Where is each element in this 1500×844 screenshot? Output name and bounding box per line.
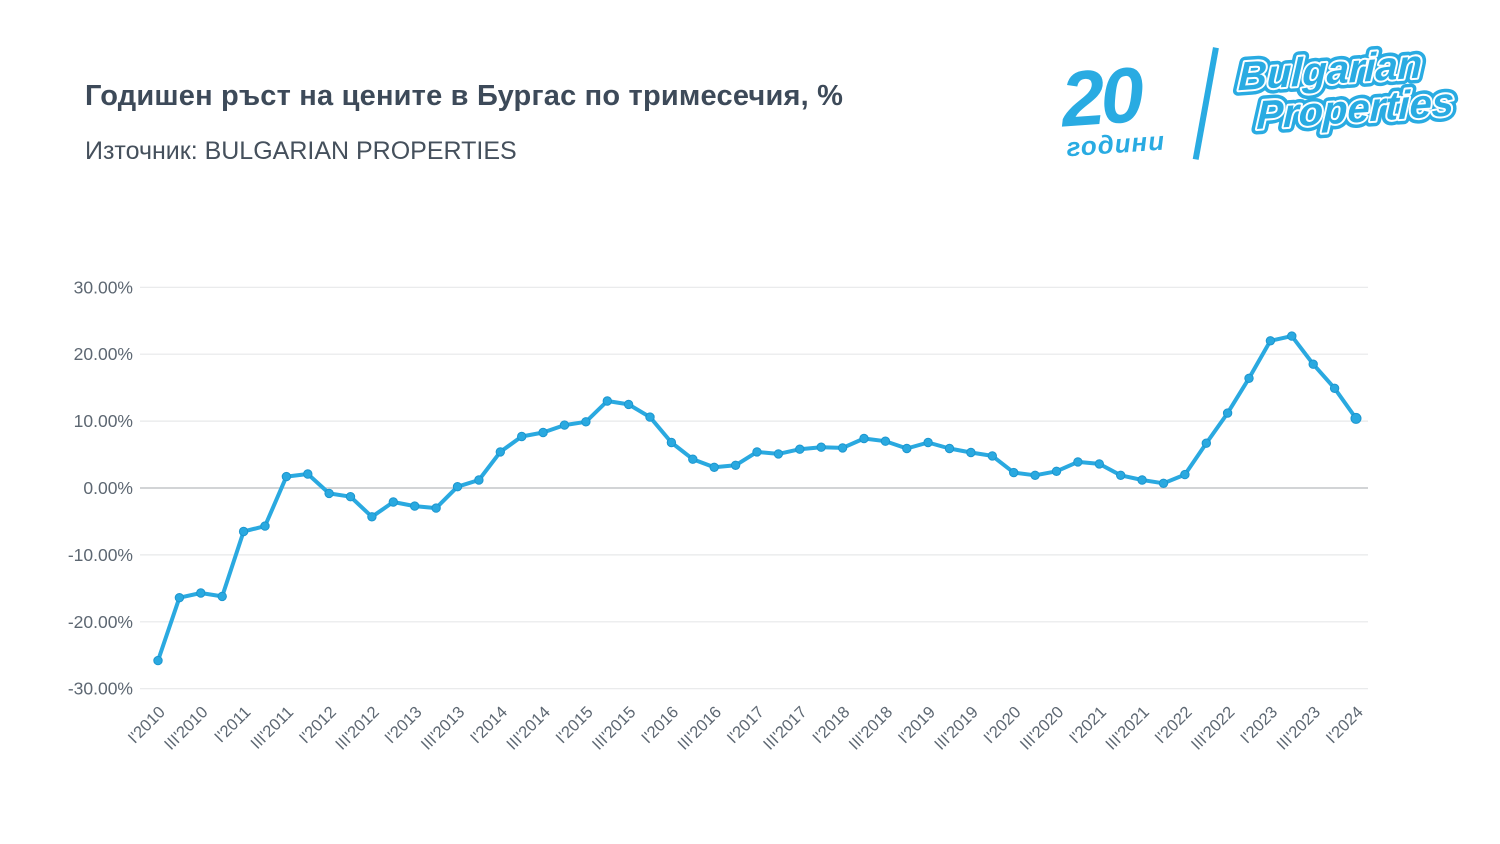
data-point-marker: [260, 521, 270, 531]
data-point-marker: [816, 442, 826, 452]
bulgarian-properties-logo: 20 години Bulgarian Properties Bulgarian…: [1056, 28, 1460, 183]
y-axis-tick-label: -10.00%: [68, 545, 133, 565]
data-point-marker: [538, 427, 548, 438]
data-point-marker: [517, 431, 527, 442]
x-axis-tick-label: III'2020: [1017, 703, 1068, 754]
data-point-marker: [153, 655, 163, 666]
y-axis-tick-label: 30.00%: [74, 277, 133, 297]
data-point-marker: [1073, 457, 1083, 467]
x-axis-tick-label: III'2017: [760, 703, 811, 754]
data-point-marker: [367, 512, 377, 522]
y-axis-tick-label: -20.00%: [68, 612, 133, 632]
data-point-marker: [1350, 412, 1362, 424]
chart-header: Годишен ръст на цените в Бургас по триме…: [85, 80, 843, 166]
data-point-marker: [944, 443, 955, 454]
data-point-marker: [388, 497, 398, 507]
data-point-marker: [902, 443, 912, 454]
data-point-marker: [602, 396, 612, 406]
data-point-marker: [281, 471, 292, 482]
x-axis-tick-label: III'2018: [846, 703, 897, 754]
y-axis-tick-label: -30.00%: [68, 679, 133, 699]
x-axis-tick-label: III'2012: [332, 703, 383, 754]
data-point-marker: [773, 449, 784, 459]
logo-20-text: 20: [1056, 50, 1146, 144]
logo-slash-divider: [1192, 47, 1219, 160]
data-point-marker: [966, 447, 976, 458]
x-axis-tick-label: III'2023: [1273, 703, 1324, 754]
x-axis-tick-label: III'2014: [503, 703, 554, 754]
data-point-marker: [217, 591, 227, 602]
data-point-marker: [645, 412, 655, 422]
brand-logo-icon: 20 години Bulgarian Properties Bulgarian…: [1056, 37, 1460, 162]
data-point-marker: [1265, 336, 1276, 346]
data-point-marker: [581, 417, 591, 427]
chart-title: Годишен ръст на цените в Бургас по триме…: [85, 80, 844, 112]
data-point-marker: [837, 443, 848, 453]
data-point-marker: [452, 482, 463, 492]
data-point-marker: [688, 454, 698, 464]
data-point-marker: [859, 433, 869, 444]
y-axis-tick-label: 0.00%: [83, 478, 133, 498]
data-point-marker: [1308, 359, 1318, 369]
data-point-marker: [730, 460, 741, 470]
data-point-marker: [495, 447, 505, 457]
x-axis-tick-label: I'2024: [1323, 703, 1367, 747]
data-point-marker: [410, 501, 420, 511]
data-point-marker: [752, 447, 762, 457]
price-growth-line: [156, 334, 1358, 663]
data-point-marker: [1009, 467, 1019, 478]
data-point-marker: [1158, 478, 1169, 488]
data-point-marker: [474, 475, 484, 485]
data-point-marker: [1094, 459, 1105, 469]
x-axis-tick-label: III'2022: [1188, 703, 1239, 754]
data-point-marker: [1201, 438, 1212, 448]
x-axis-tick-label: III'2019: [931, 703, 982, 754]
data-point-marker: [880, 436, 891, 446]
data-point-marker: [431, 503, 441, 513]
y-axis-tick-label: 20.00%: [74, 344, 133, 364]
data-point-marker: [559, 420, 570, 430]
data-point-marker: [923, 437, 933, 448]
x-axis-tick-label: III'2010: [161, 703, 212, 754]
x-axis-tick-label: III'2011: [247, 703, 297, 753]
data-point-marker: [1222, 408, 1233, 418]
data-point-marker: [1116, 470, 1126, 480]
y-axis-tick-label: 10.00%: [74, 411, 133, 431]
data-point-marker: [303, 469, 313, 479]
data-point-marker: [1287, 331, 1297, 341]
data-point-marker: [196, 588, 206, 598]
chart-source-label: Източник: BULGARIAN PROPERTIES: [85, 137, 517, 165]
x-axis-tick-label: III'2015: [589, 703, 640, 754]
x-axis-tick-label: III'2016: [674, 703, 725, 754]
data-point-marker: [1137, 475, 1147, 485]
data-point-marker: [709, 462, 719, 472]
data-point-marker: [1244, 373, 1254, 383]
logo-years-text: години: [1065, 125, 1166, 162]
data-point-marker: [345, 492, 356, 502]
x-axis-tick-label: III'2013: [418, 703, 469, 754]
data-point-marker: [1051, 466, 1062, 476]
data-point-marker: [1180, 469, 1190, 480]
data-point-marker: [238, 526, 249, 537]
data-point-marker: [174, 593, 185, 603]
data-point-marker: [666, 437, 677, 448]
data-point-marker: [1329, 383, 1340, 393]
data-point-marker: [1030, 470, 1040, 480]
x-axis-tick-label: III'2021: [1102, 703, 1153, 754]
data-point-marker: [623, 399, 634, 410]
data-point-marker: [987, 451, 997, 461]
data-point-marker: [795, 444, 805, 454]
data-point-marker: [324, 488, 334, 499]
